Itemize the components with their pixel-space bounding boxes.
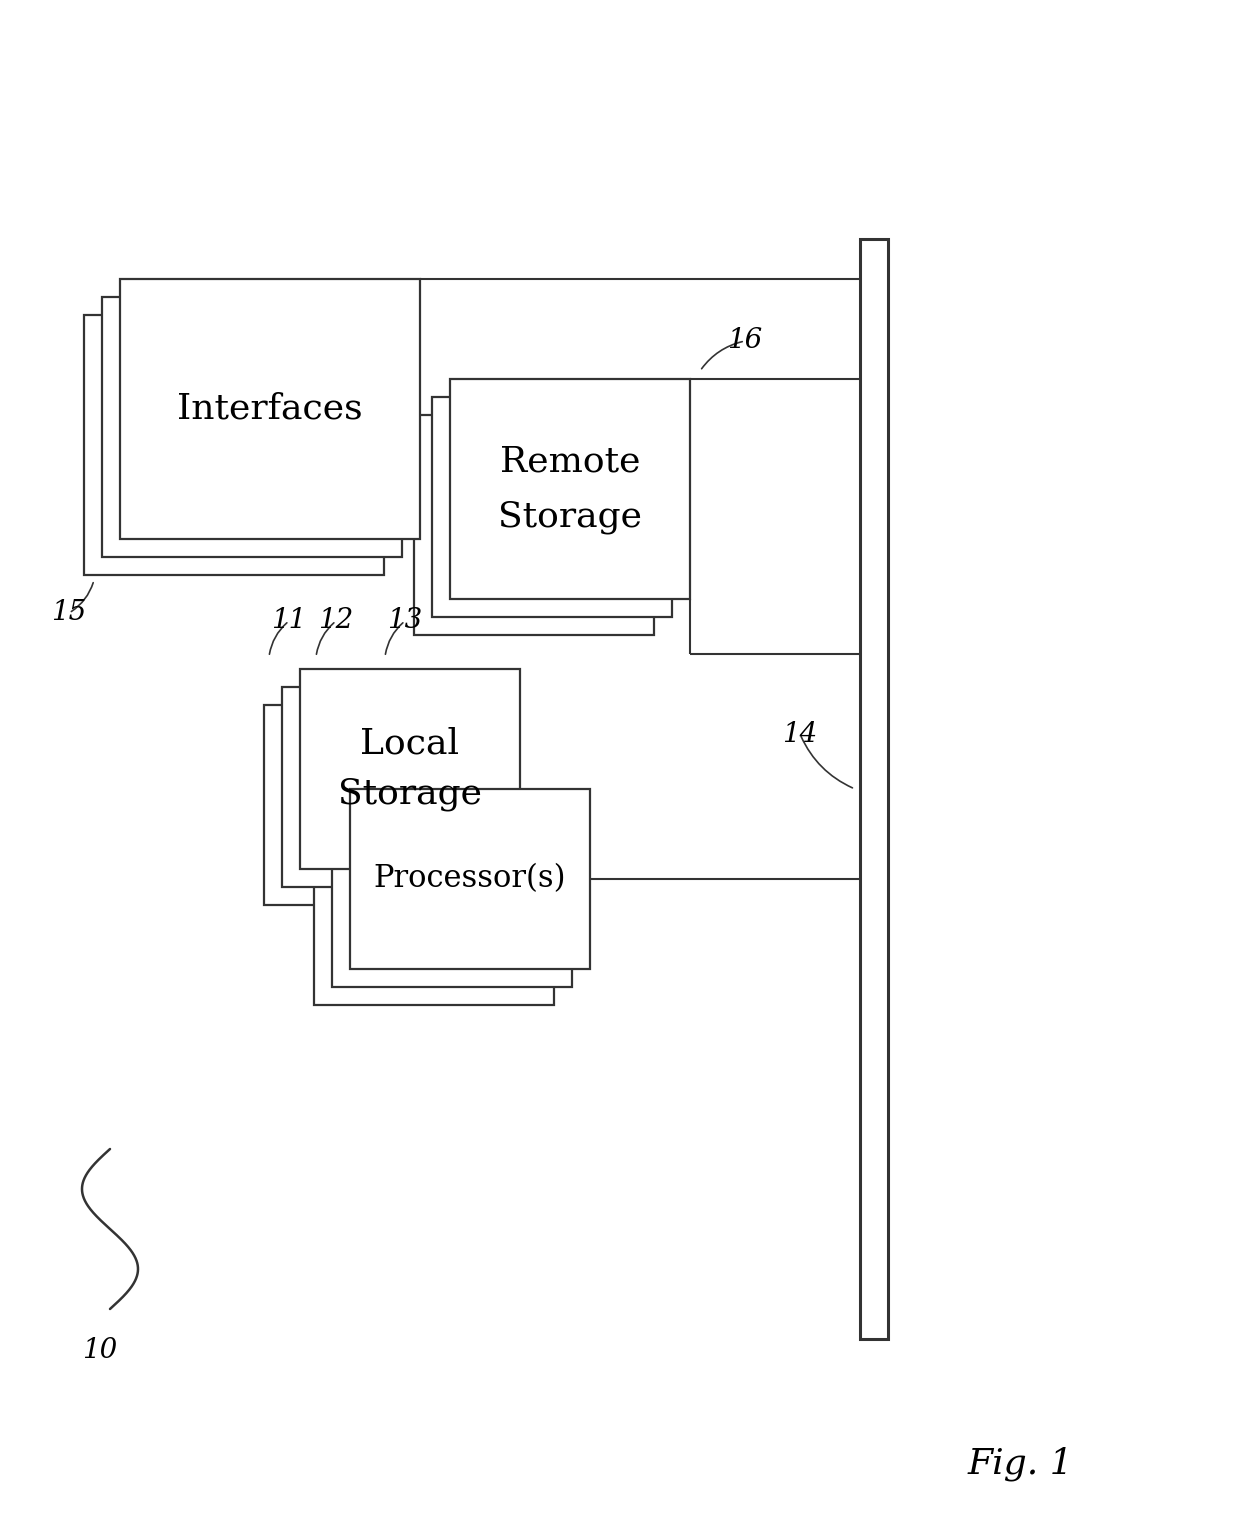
Bar — [350, 788, 590, 969]
Text: 13: 13 — [387, 608, 423, 635]
Bar — [861, 238, 888, 1340]
Text: Remote: Remote — [500, 444, 640, 478]
Text: Local: Local — [361, 728, 460, 761]
Text: 15: 15 — [51, 600, 87, 626]
Bar — [314, 825, 554, 1006]
Text: Storage: Storage — [498, 500, 642, 535]
Text: 14: 14 — [782, 720, 817, 747]
Text: 11: 11 — [272, 608, 306, 635]
Bar — [432, 396, 672, 617]
Text: Fig. 1: Fig. 1 — [967, 1446, 1073, 1481]
Text: Storage: Storage — [339, 778, 482, 811]
Bar — [300, 668, 520, 869]
Bar — [120, 279, 420, 539]
Bar — [450, 380, 689, 598]
Bar — [332, 807, 572, 987]
Text: 16: 16 — [728, 328, 763, 354]
Bar — [84, 314, 384, 576]
Text: 10: 10 — [82, 1338, 118, 1364]
Bar — [414, 415, 653, 635]
Bar — [264, 705, 484, 905]
Text: Processor(s): Processor(s) — [373, 863, 567, 895]
Text: 12: 12 — [319, 608, 353, 635]
Text: Interfaces: Interfaces — [177, 392, 363, 425]
Bar — [281, 687, 502, 887]
Bar — [102, 298, 402, 557]
